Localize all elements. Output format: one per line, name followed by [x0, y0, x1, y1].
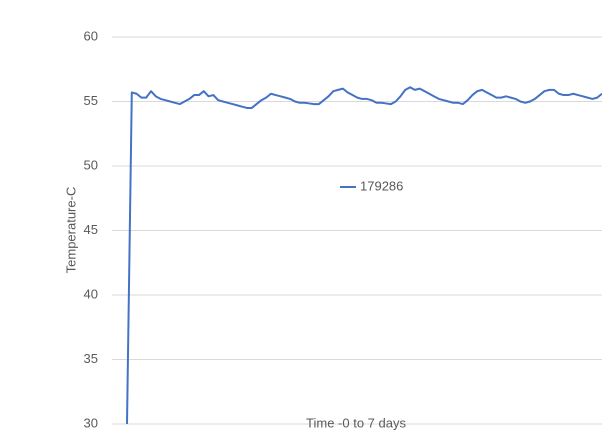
x-axis-title: Time -0 to 7 days — [306, 415, 406, 430]
data-line — [126, 86, 602, 425]
y-tick-label: 50 — [84, 157, 98, 172]
y-tick-label: 60 — [84, 28, 98, 43]
y-tick-label: 35 — [84, 351, 98, 366]
legend-label: 179286 — [360, 178, 403, 193]
y-tick-label: 55 — [84, 93, 98, 108]
y-tick-label: 45 — [84, 222, 98, 237]
y-tick-label: 30 — [84, 415, 98, 430]
y-axis-title: Temperature-C — [63, 187, 78, 274]
y-tick-label: 40 — [84, 286, 98, 301]
